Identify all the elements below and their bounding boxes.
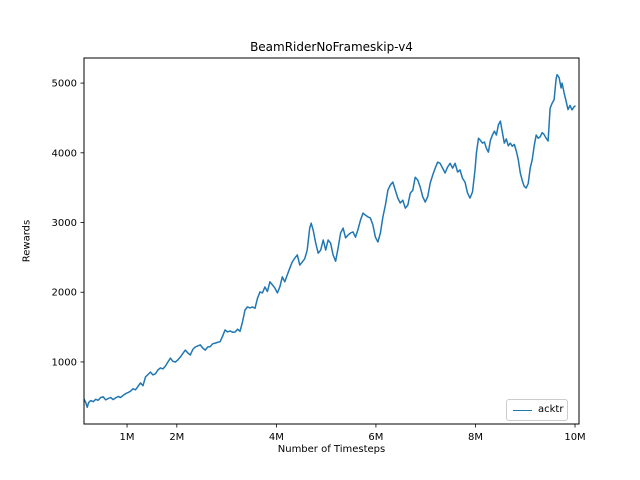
x-axis-label: Number of Timesteps — [277, 444, 386, 455]
legend-line-sample — [513, 409, 532, 411]
series-line-acktr — [84, 73, 576, 409]
x-tick-label: 6M — [368, 432, 383, 443]
x-tick-label: 8M — [468, 432, 483, 443]
legend-entry-label: acktr — [538, 404, 564, 415]
y-tick-label: 5000 — [52, 79, 77, 90]
y-axis-label: Rewards — [21, 219, 33, 263]
plot-border — [83, 57, 580, 425]
y-tick-label: 4000 — [52, 148, 77, 159]
x-tick-label: 10M — [564, 432, 585, 443]
y-tick-label: 1000 — [52, 357, 77, 368]
legend-box: acktr — [506, 399, 568, 421]
y-tick-label: 3000 — [52, 218, 77, 229]
x-tick-label: 4M — [269, 432, 284, 443]
x-tick-label: 2M — [169, 432, 184, 443]
x-tick-label: 1M — [120, 432, 135, 443]
y-tick-label: 2000 — [52, 288, 77, 299]
chart-title: BeamRiderNoFrameskip-v4 — [250, 40, 413, 54]
